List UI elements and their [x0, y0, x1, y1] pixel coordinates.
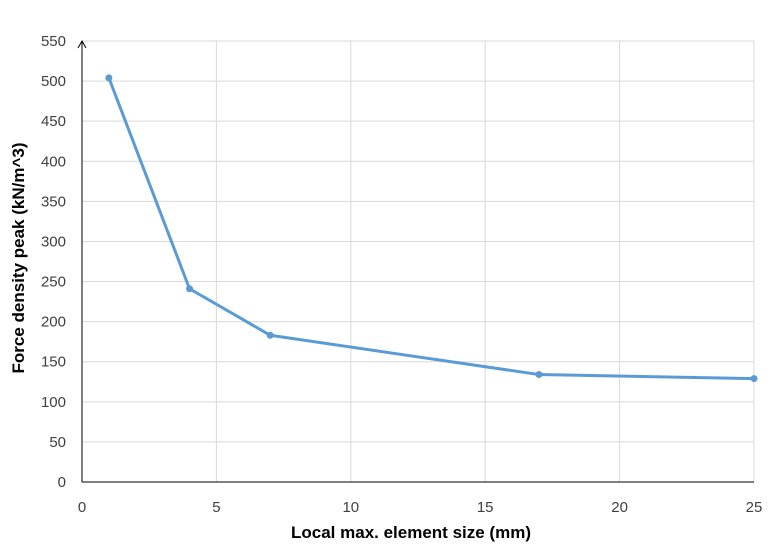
- grid-lines: [82, 40, 755, 482]
- y-axis-title: Force density peak (kN/m^3): [9, 142, 28, 373]
- data-point-0-1: [186, 285, 194, 293]
- series-line-0: [107, 76, 756, 381]
- y-tick-label-0: 0: [58, 474, 66, 491]
- axes: [77, 39, 754, 483]
- y-tick-label-6: 300: [41, 233, 66, 250]
- y-tick-label-4: 200: [41, 314, 66, 331]
- x-tick-label-4: 20: [611, 499, 628, 516]
- y-tick-label-3: 150: [41, 354, 66, 371]
- x-tick-label-2: 10: [342, 499, 359, 516]
- x-tick-label-1: 5: [212, 499, 220, 516]
- x-axis-title: Local max. element size (mm): [291, 523, 531, 542]
- y-tick-label-10: 500: [41, 73, 66, 90]
- y-axis-arrow: [77, 39, 87, 49]
- data-point-0-2: [266, 331, 274, 339]
- y-tick-label-11: 550: [41, 33, 66, 50]
- x-tick-label-5: 25: [746, 499, 763, 516]
- tick-labels: 0 50 100 150 200 250 300 350 400 450 500 550 0 5 10 15 2…: [41, 33, 762, 516]
- data-point-0-3: [535, 371, 543, 379]
- y-tick-label-1: 50: [49, 434, 66, 451]
- series-layer: [105, 74, 758, 383]
- data-point-0-0: [105, 74, 113, 82]
- x-tick-label-0: 0: [78, 499, 86, 516]
- y-tick-label-5: 250: [41, 274, 66, 291]
- y-tick-label-7: 350: [41, 193, 66, 210]
- x-tick-label-3: 15: [477, 499, 494, 516]
- y-tick-label-2: 100: [41, 394, 66, 411]
- y-tick-label-8: 400: [41, 153, 66, 170]
- data-point-0-4: [750, 375, 758, 383]
- y-tick-label-9: 450: [41, 113, 66, 130]
